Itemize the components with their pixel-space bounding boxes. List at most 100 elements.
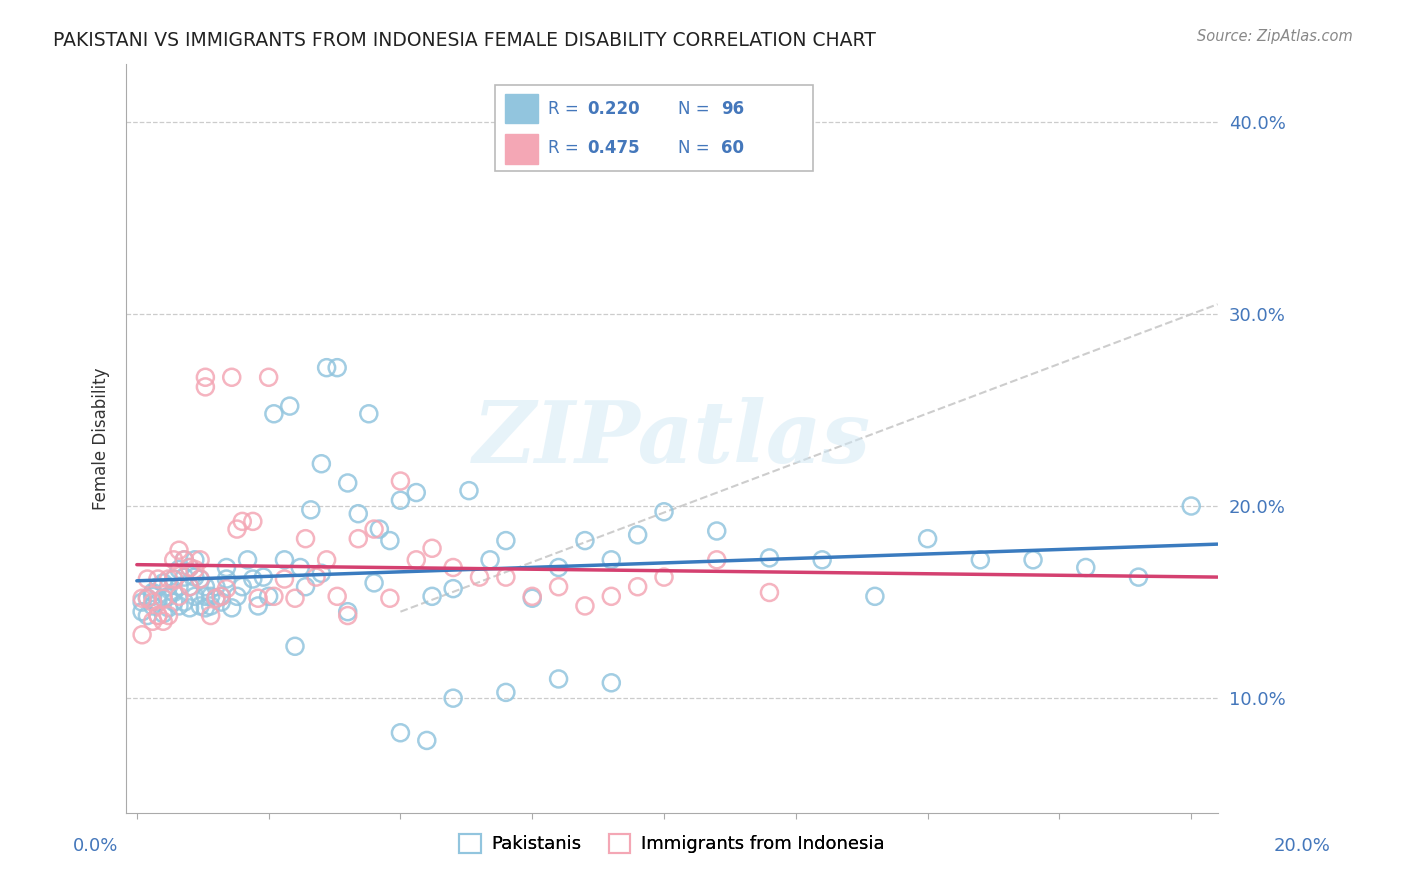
Point [205,591,228,606]
Point [758,550,780,565]
Point [547,580,569,594]
Point [157,590,180,604]
Point [495,685,517,699]
Point [257,370,280,384]
Point [969,553,991,567]
Point [142,585,165,599]
Point [326,360,349,375]
Point [242,515,264,529]
Point [363,575,385,590]
Point [173,553,195,567]
Point [917,532,939,546]
Point [389,474,412,488]
Point [468,570,491,584]
Point [131,628,153,642]
Point [315,360,337,375]
Point [278,399,301,413]
Point [315,553,337,567]
Point [347,532,370,546]
Point [574,599,596,613]
Point [167,599,190,613]
Point [273,553,295,567]
Point [226,590,249,604]
Point [326,590,349,604]
Point [811,553,834,567]
Point [157,600,180,615]
Point [368,522,391,536]
Text: PAKISTANI VS IMMIGRANTS FROM INDONESIA FEMALE DISABILITY CORRELATION CHART: PAKISTANI VS IMMIGRANTS FROM INDONESIA F… [53,31,876,50]
Point [600,675,623,690]
Point [209,590,232,604]
Point [441,582,464,596]
Point [152,615,174,629]
Point [600,590,623,604]
Point [226,522,249,536]
Point [179,560,201,574]
Point [363,522,385,536]
Point [652,570,675,584]
Point [136,591,159,606]
Point [194,370,217,384]
Point [205,580,228,594]
Point [179,580,201,594]
Point [194,590,217,604]
Point [863,590,886,604]
Point [146,608,169,623]
Point [706,524,728,538]
Point [299,503,322,517]
Point [152,591,174,606]
Point [142,599,165,613]
Point [347,507,370,521]
Point [273,572,295,586]
Point [179,560,201,574]
Point [173,595,195,609]
Point [136,608,159,623]
Point [420,590,443,604]
Point [179,580,201,594]
Point [627,528,650,542]
Point [136,591,159,606]
Text: ZIPatlas: ZIPatlas [472,397,870,481]
Point [188,572,211,586]
Point [167,562,190,576]
Point [441,560,464,574]
Point [157,580,180,594]
Point [294,580,316,594]
Point [758,585,780,599]
Point [163,595,186,609]
Point [157,572,180,586]
Point [336,605,359,619]
Text: 0.0%: 0.0% [73,837,118,855]
Point [1128,570,1150,584]
Point [131,595,153,609]
Point [146,595,169,609]
Point [194,380,217,394]
Point [184,570,207,584]
Text: Source: ZipAtlas.com: Source: ZipAtlas.com [1197,29,1353,44]
Point [221,600,243,615]
Point [131,605,153,619]
Point [290,560,312,574]
Point [1074,560,1097,574]
Point [257,590,280,604]
Point [247,599,270,613]
Point [357,407,380,421]
Point [215,582,238,596]
Point [420,541,443,556]
Point [405,485,427,500]
Point [405,553,427,567]
Point [184,553,207,567]
Point [167,590,190,604]
Point [215,560,238,574]
Point [163,572,186,586]
Point [131,591,153,606]
Point [242,572,264,586]
Point [188,599,211,613]
Point [294,532,316,546]
Point [627,580,650,594]
Point [146,580,169,594]
Point [284,640,307,654]
Point [416,733,439,747]
Point [163,553,186,567]
Point [389,493,412,508]
